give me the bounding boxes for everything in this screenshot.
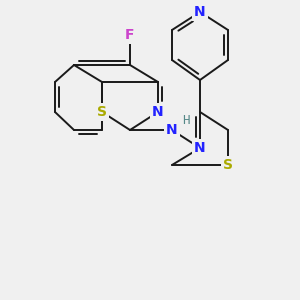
Text: N: N <box>194 5 206 19</box>
Text: N: N <box>194 141 206 155</box>
Text: S: S <box>223 158 233 172</box>
Text: H: H <box>182 113 190 127</box>
Text: F: F <box>125 28 135 42</box>
Text: S: S <box>97 105 107 119</box>
Text: N: N <box>166 123 178 137</box>
Text: N: N <box>152 105 164 119</box>
